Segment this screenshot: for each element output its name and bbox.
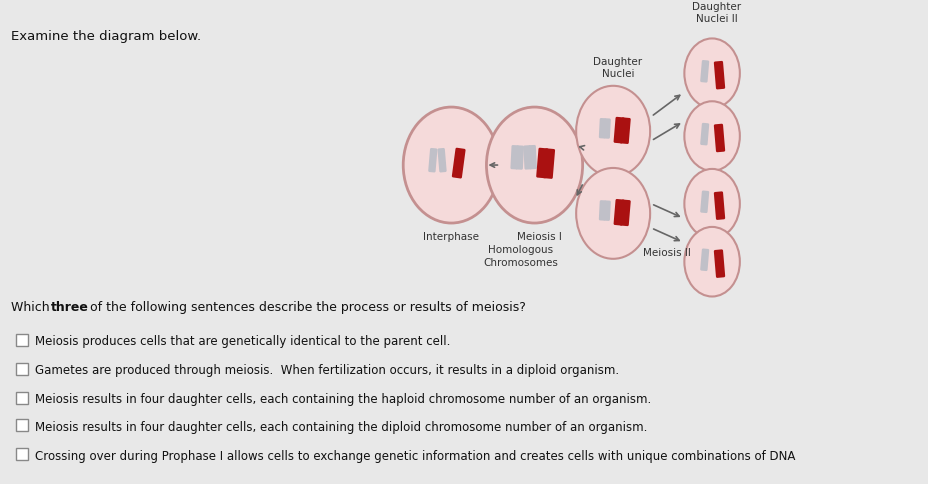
FancyBboxPatch shape <box>700 123 708 146</box>
FancyBboxPatch shape <box>451 149 465 179</box>
Text: Meiosis produces cells that are genetically identical to the parent cell.: Meiosis produces cells that are genetica… <box>35 335 450 348</box>
Text: Gametes are produced through meiosis.  When fertilization occurs, it results in : Gametes are produced through meiosis. Wh… <box>35 363 619 377</box>
Ellipse shape <box>403 108 499 224</box>
Ellipse shape <box>575 168 650 259</box>
Text: three: three <box>51 301 89 314</box>
FancyBboxPatch shape <box>713 250 725 278</box>
Ellipse shape <box>684 102 739 171</box>
FancyBboxPatch shape <box>428 149 437 173</box>
FancyBboxPatch shape <box>619 118 630 145</box>
FancyBboxPatch shape <box>603 119 610 139</box>
Ellipse shape <box>486 108 582 224</box>
FancyBboxPatch shape <box>612 118 624 144</box>
FancyBboxPatch shape <box>612 199 624 226</box>
FancyBboxPatch shape <box>599 119 606 139</box>
FancyBboxPatch shape <box>535 149 548 179</box>
Text: Meiosis results in four daughter cells, each containing the diploid chromosome n: Meiosis results in four daughter cells, … <box>35 420 647 433</box>
Ellipse shape <box>684 169 739 239</box>
Text: Daughter
Nuclei: Daughter Nuclei <box>593 57 641 79</box>
FancyBboxPatch shape <box>515 146 523 170</box>
FancyBboxPatch shape <box>599 201 606 221</box>
FancyBboxPatch shape <box>16 419 28 431</box>
FancyBboxPatch shape <box>509 146 519 170</box>
FancyBboxPatch shape <box>528 146 536 170</box>
Ellipse shape <box>684 39 739 109</box>
Text: Meiosis results in four daughter cells, each containing the haploid chromosome n: Meiosis results in four daughter cells, … <box>35 393 651 406</box>
FancyBboxPatch shape <box>619 200 630 227</box>
Text: Which: Which <box>11 301 54 314</box>
FancyBboxPatch shape <box>16 363 28 376</box>
Text: Meiosis I: Meiosis I <box>516 231 561 242</box>
FancyBboxPatch shape <box>522 146 531 170</box>
FancyBboxPatch shape <box>700 191 708 213</box>
FancyBboxPatch shape <box>700 61 708 83</box>
FancyBboxPatch shape <box>713 192 725 220</box>
FancyBboxPatch shape <box>700 249 708 272</box>
FancyBboxPatch shape <box>16 392 28 405</box>
FancyBboxPatch shape <box>16 334 28 347</box>
FancyBboxPatch shape <box>16 448 28 460</box>
Text: Homologous
Chromosomes: Homologous Chromosomes <box>483 245 558 267</box>
Text: of the following sentences describe the process or results of meiosis?: of the following sentences describe the … <box>86 301 525 314</box>
FancyBboxPatch shape <box>713 124 725 153</box>
FancyBboxPatch shape <box>603 201 610 222</box>
Text: Meiosis II: Meiosis II <box>642 247 690 257</box>
Ellipse shape <box>684 227 739 297</box>
Text: Interphase: Interphase <box>423 231 479 242</box>
Text: Daughter
Nuclei II: Daughter Nuclei II <box>691 1 741 24</box>
Text: Examine the diagram below.: Examine the diagram below. <box>11 30 201 43</box>
Text: Crossing over during Prophase I allows cells to exchange genetic information and: Crossing over during Prophase I allows c… <box>35 449 794 462</box>
FancyBboxPatch shape <box>542 149 554 180</box>
Ellipse shape <box>575 87 650 177</box>
FancyBboxPatch shape <box>713 62 725 90</box>
FancyBboxPatch shape <box>437 149 446 173</box>
